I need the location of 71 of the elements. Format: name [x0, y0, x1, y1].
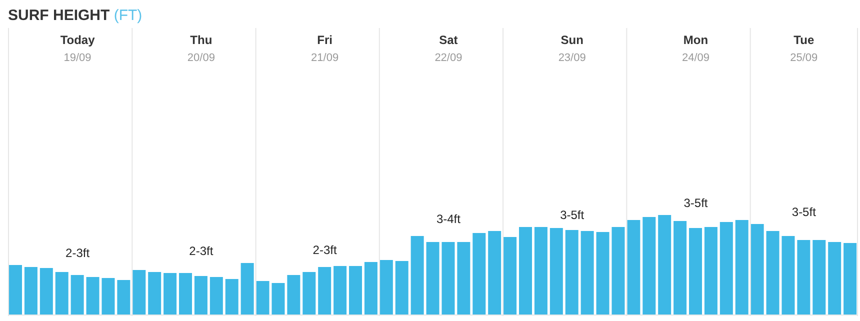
bar: [102, 278, 115, 315]
bar: [395, 261, 408, 315]
bar: [334, 266, 347, 315]
bar: [225, 279, 238, 315]
annotation: 2-3ft: [312, 243, 338, 257]
bar: [194, 276, 208, 315]
bar: [534, 227, 548, 315]
bar: [782, 236, 795, 315]
bar: [40, 268, 53, 315]
bar: [797, 240, 810, 315]
x-tick-label: Today 19/09: [60, 33, 96, 64]
bar: [674, 221, 687, 315]
bar: [55, 272, 68, 315]
bar: [766, 231, 780, 315]
x-tick-label: Sat 22/09: [434, 33, 462, 64]
bar: [720, 222, 733, 315]
bar: [689, 228, 702, 315]
bar: [410, 236, 424, 315]
text: 3-5ft: [684, 196, 708, 210]
bar: [256, 281, 270, 315]
bar: [812, 240, 826, 315]
bar: [488, 231, 502, 315]
bar: [472, 233, 486, 315]
bar: [272, 283, 285, 315]
bar: [750, 224, 764, 315]
bar: [86, 277, 100, 315]
bar: [580, 231, 594, 315]
bar: [364, 262, 378, 315]
bar: [550, 228, 563, 315]
bar: [457, 242, 470, 315]
bar: [426, 242, 440, 315]
bar: [210, 277, 223, 315]
bar: [164, 273, 177, 315]
bar: [148, 272, 162, 315]
bar: [596, 232, 610, 315]
bar: [24, 267, 38, 315]
bar: [642, 217, 656, 315]
bar: [565, 230, 578, 315]
annotation: 2-3ft: [189, 244, 214, 258]
bar: [504, 237, 517, 315]
bar: [380, 260, 393, 315]
bar: [9, 265, 22, 315]
bar: [627, 220, 640, 315]
annotation: 2-3ft: [66, 246, 90, 260]
bar: [318, 267, 332, 315]
annotation: 3-4ft: [436, 212, 462, 226]
bar: [302, 272, 316, 315]
bar: [287, 275, 300, 315]
bar: [844, 243, 857, 315]
bar: [612, 227, 625, 315]
bar: [658, 215, 672, 315]
bar: [828, 242, 842, 315]
annotation: 3-5ft: [792, 205, 817, 219]
x-tick-label: Sun 23/09: [558, 33, 586, 64]
chart-title: SURF HEIGHT: [8, 7, 110, 24]
bar: [132, 270, 146, 315]
x-tick-label: Fri 21/09: [311, 33, 339, 64]
x-tick-label: Mon 24/09: [682, 33, 710, 64]
bar: [240, 263, 254, 315]
bar: [117, 280, 130, 315]
annotation: 3-5ft: [560, 208, 585, 222]
bar: [519, 227, 532, 315]
bar: [179, 273, 192, 315]
x-tick-label: Thu 20/09: [187, 33, 215, 64]
bar: [704, 227, 718, 315]
bar: [442, 242, 455, 315]
x-tick-label: Tue 25/09: [790, 33, 818, 64]
bar: [735, 220, 748, 315]
chart-subtitle: (FT): [114, 7, 142, 24]
bar: [349, 266, 362, 315]
bar: [70, 275, 84, 315]
